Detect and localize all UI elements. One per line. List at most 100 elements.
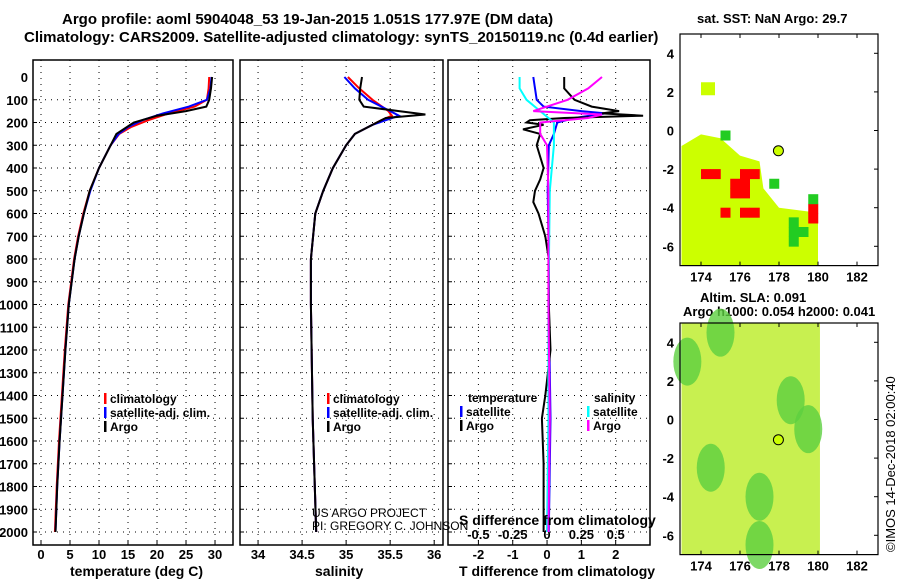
salinity-legend-swatch: [327, 407, 330, 418]
sst-cell-warm: [808, 203, 819, 214]
sla-map-y-tick-label: 0: [667, 413, 674, 428]
temperature-legend-swatch: [104, 393, 107, 404]
sst-cell-cool: [788, 227, 799, 237]
sst-map-y-tick-label: -6: [662, 239, 674, 254]
x-tick-label: -1: [507, 547, 519, 562]
temperature-xlabel: temperature (deg C): [70, 563, 204, 579]
sst-map: [679, 33, 879, 267]
x-tick-label: 10: [92, 547, 106, 562]
temperature-legend-swatch: [104, 421, 107, 432]
depth-tick-label: 1600: [0, 434, 28, 449]
sst-map-y-tick-label: -2: [662, 162, 674, 177]
depth-tick-label: 1700: [0, 457, 28, 472]
sla-map-y-tick-label: 2: [667, 374, 674, 389]
sla-blob: [745, 520, 774, 569]
sla-blob: [673, 337, 702, 386]
s-diff-tick-label: 0.25: [569, 527, 594, 542]
x-tick-label: 30: [208, 547, 222, 562]
tdiff-legend-swatch: [460, 420, 463, 431]
x-tick-label: -2: [473, 547, 485, 562]
plot-frame: [239, 59, 444, 546]
sst-map-x-tick-label: 182: [846, 270, 868, 285]
sdiff-legend-swatch: [587, 420, 590, 431]
sst-map-y-tick-label: 0: [667, 124, 674, 139]
argo-position-marker: [772, 434, 784, 446]
sla-map-y-tick-label: -6: [662, 528, 674, 543]
x-tick-label: 34: [251, 547, 266, 562]
sst-cell-warm: [730, 188, 741, 199]
sst-cell-warm: [740, 169, 750, 180]
sdiff-legend-swatch: [587, 406, 590, 417]
x-tick-label: 36: [427, 547, 441, 562]
sla-map-x-tick-label: 182: [846, 559, 868, 574]
temperature-legend-label: satellite-adj. clim.: [110, 406, 210, 420]
tdiff-legend-title: temperature: [468, 391, 538, 405]
sst-field: [681, 134, 818, 266]
x-tick-label: 35: [339, 547, 353, 562]
x-tick-label: 35.5: [378, 547, 403, 562]
sdiff-xlabel: S difference from climatology: [459, 512, 656, 528]
depth-tick-label: 900: [6, 275, 28, 290]
depth-tick-label: 700: [6, 229, 28, 244]
figure-title: Argo profile: aoml 5904048_53 19-Jan-201…: [62, 11, 554, 28]
sst-cell-warm: [808, 213, 819, 224]
sla-map-x-tick-label: 176: [729, 559, 751, 574]
sst-cell-warm: [749, 169, 760, 180]
x-tick-label: 25: [179, 547, 193, 562]
tdiff-legend-label: Argo: [466, 419, 494, 433]
x-tick-label: 1: [578, 547, 585, 562]
depth-tick-label: 500: [6, 184, 28, 199]
series-line-argo: [309, 76, 426, 533]
x-tick-label: 0: [37, 547, 44, 562]
series-line-argo: [54, 76, 214, 533]
sst-map-x-tick-label: 176: [729, 270, 751, 285]
sst-cell-warm: [701, 169, 711, 180]
project-credit: US ARGO PROJECT: [312, 506, 427, 520]
temperature-legend-swatch: [104, 407, 107, 418]
depth-tick-label: 100: [6, 93, 28, 108]
depth-tick-label: 800: [6, 252, 28, 267]
series-line-t-argo: [522, 77, 644, 532]
sst-cell-warm: [749, 207, 760, 218]
x-tick-label: 20: [150, 547, 164, 562]
sla-map-x-tick-label: 178: [768, 559, 790, 574]
depth-tick-label: 200: [6, 116, 28, 131]
depth-tick-label: 1000: [0, 298, 28, 313]
pi-credit: PI: GREGORY C. JOHNSON: [312, 519, 469, 533]
depth-tick-label: 1800: [0, 480, 28, 495]
salinity-legend-label: climatology: [333, 392, 400, 406]
series-line-s-argo: [532, 76, 603, 533]
x-tick-label: 2: [612, 547, 619, 562]
sst-cell-warm: [720, 207, 731, 218]
sla-map-title: Altim. SLA: 0.091: [700, 290, 807, 305]
depth-tick-label: 600: [6, 207, 28, 222]
figure-subtitle: Climatology: CARS2009. Satellite-adjuste…: [24, 29, 659, 46]
sla-blob: [794, 405, 823, 454]
temperature-legend-label: climatology: [110, 392, 177, 406]
depth-tick-label: 400: [6, 161, 28, 176]
depth-tick-label: 0: [21, 70, 28, 85]
sla-blob: [696, 443, 725, 492]
sla-map-subtitle: Argo h1000: 0.054 h2000: 0.041: [683, 304, 876, 319]
tdiff-legend-label: satellite: [466, 405, 511, 419]
sst-cell-cool: [720, 130, 731, 141]
sst-cell-cool: [788, 217, 799, 228]
sla-map-x-tick-label: 174: [690, 559, 712, 574]
sst-map-y-tick-label: 4: [667, 46, 675, 61]
sdiff-legend-label: Argo: [593, 419, 621, 433]
sst-map-x-tick-label: 174: [690, 270, 712, 285]
x-tick-label: 15: [121, 547, 135, 562]
sst-cell-cool: [788, 236, 799, 247]
depth-tick-label: 1500: [0, 411, 28, 426]
depth-tick-label: 1300: [0, 366, 28, 381]
s-diff-tick-label: -0.5: [467, 527, 489, 542]
sla-map-x-tick-label: 180: [807, 559, 829, 574]
s-diff-tick-label: -0.25: [498, 527, 528, 542]
sla-blob: [745, 472, 774, 521]
depth-tick-label: 2000: [0, 525, 28, 540]
s-diff-tick-label: 0.5: [607, 527, 625, 542]
sla-map-y-tick-label: 4: [667, 335, 675, 350]
sst-cell-cool: [798, 227, 809, 237]
